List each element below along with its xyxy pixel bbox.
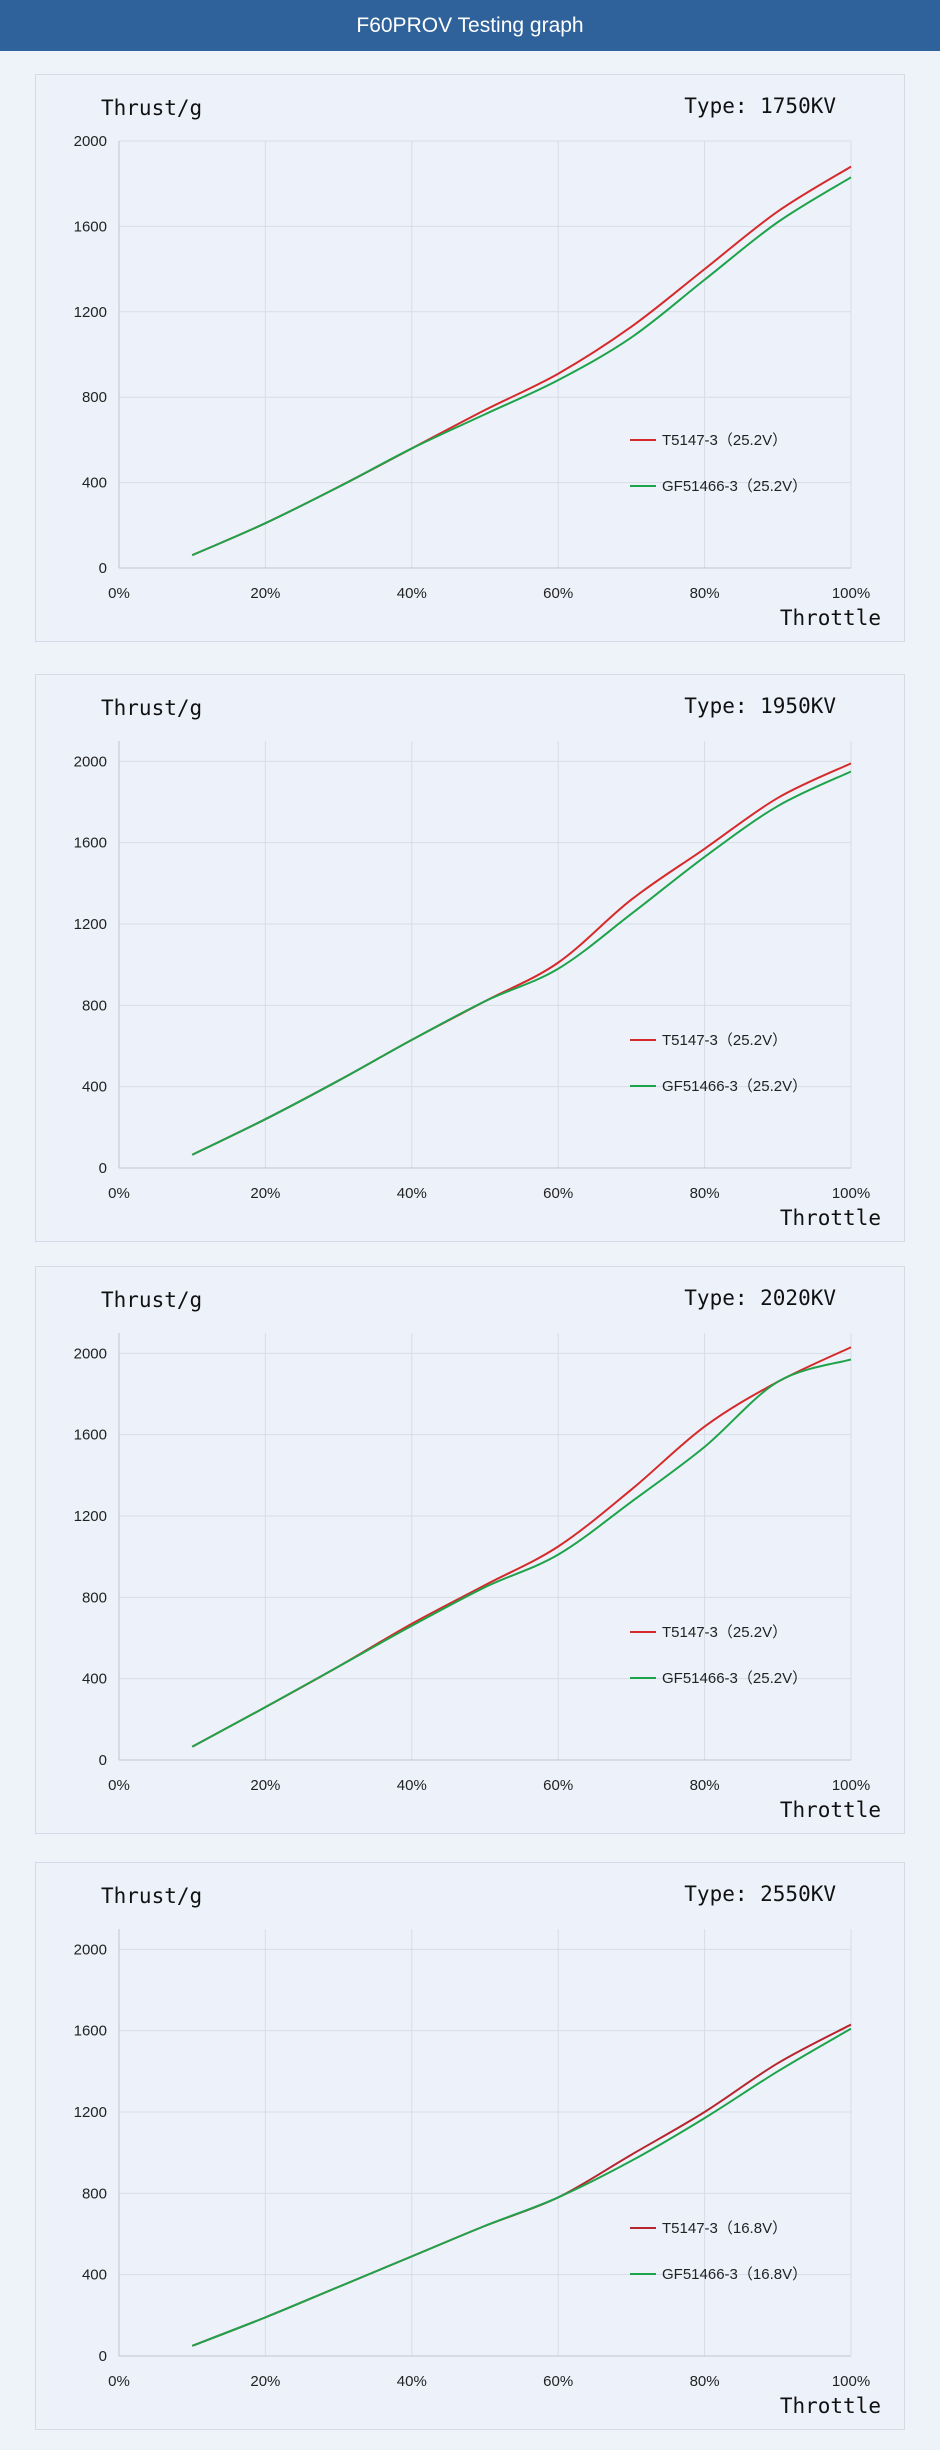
x-tick-label: 60% <box>543 585 573 602</box>
y-tick-label: 2000 <box>74 1941 107 1958</box>
x-tick-label: 0% <box>108 585 130 602</box>
x-tick-label: 0% <box>108 1777 130 1794</box>
chart-title: Type: 2020KV <box>684 1286 836 1310</box>
x-tick-label: 80% <box>690 2373 720 2390</box>
y-tick-label: 2000 <box>74 753 107 770</box>
x-tick-label: 40% <box>397 585 427 602</box>
x-tick-label: 20% <box>250 1777 280 1794</box>
y-tick-label: 1600 <box>74 835 107 852</box>
y-tick-label: 0 <box>99 2348 107 2365</box>
series-line-2 <box>191 2027 852 2347</box>
chart-title: Type: 1750KV <box>684 94 836 118</box>
y-tick-label: 800 <box>82 997 107 1014</box>
series-line-2 <box>191 1358 852 1748</box>
x-tick-label: 20% <box>250 2373 280 2390</box>
y-tick-label: 2000 <box>74 133 107 150</box>
y-tick-label: 400 <box>82 2267 107 2284</box>
y-tick-label: 800 <box>82 1589 107 1606</box>
chart-3: Thrust/g Type: 2020KV Throttle 0% 20% 40% 60% 8… <box>74 1286 881 1822</box>
legend-label: GF51466-3（25.2V） <box>662 1670 807 1687</box>
y-axis-label: Thrust/g <box>101 1288 202 1312</box>
y-tick-label: 2000 <box>74 1345 107 1362</box>
page-title: F60PROV Testing graph <box>356 13 584 37</box>
series-line-2 <box>191 770 852 1156</box>
legend-label: GF51466-3（16.8V） <box>662 2266 807 2283</box>
legend-label: T5147-3（25.2V） <box>662 1624 787 1641</box>
chart-4: Thrust/g Type: 2550KV Throttle 0% 20% 40% 60% 8… <box>74 1882 881 2418</box>
chart-title: Type: 2550KV <box>684 1882 836 1906</box>
y-tick-label: 1600 <box>74 218 107 235</box>
series-line-2 <box>191 176 852 557</box>
x-tick-label: 0% <box>108 2373 130 2390</box>
legend-label: GF51466-3（25.2V） <box>662 1078 807 1095</box>
y-tick-label: 400 <box>82 1079 107 1096</box>
x-tick-label: 100% <box>832 1185 870 1202</box>
chart-1: Thrust/g Type: 1750KV Throttle 0% 20% 40% 60% 8… <box>74 94 881 630</box>
y-tick-label: 1200 <box>74 304 107 321</box>
y-tick-label: 0 <box>99 1752 107 1769</box>
y-axis-label: Thrust/g <box>101 1884 202 1908</box>
y-tick-label: 1200 <box>74 2104 107 2121</box>
x-tick-label: 0% <box>108 1185 130 1202</box>
y-tick-label: 400 <box>82 475 107 492</box>
y-tick-label: 800 <box>82 2185 107 2202</box>
x-tick-label: 60% <box>543 1777 573 1794</box>
x-tick-label: 60% <box>543 2373 573 2390</box>
y-tick-label: 1600 <box>74 2023 107 2040</box>
y-tick-label: 1200 <box>74 916 107 933</box>
chart-panel-1: Thrust/g Type: 1750KV Throttle 0% 20% 40% 60% 8… <box>35 74 905 642</box>
x-tick-label: 40% <box>397 2373 427 2390</box>
x-axis-label: Throttle <box>780 606 881 630</box>
legend-label: T5147-3（25.2V） <box>662 432 787 449</box>
series-line-1 <box>191 2023 852 2347</box>
legend-label: T5147-3（25.2V） <box>662 1032 787 1049</box>
x-axis-label: Throttle <box>780 1206 881 1230</box>
y-tick-label: 1200 <box>74 1508 107 1525</box>
x-tick-label: 100% <box>832 1777 870 1794</box>
y-axis-label: Thrust/g <box>101 96 202 120</box>
chart-panel-4: Thrust/g Type: 2550KV Throttle 0% 20% 40% 60% 8… <box>35 1862 905 2430</box>
y-tick-label: 400 <box>82 1671 107 1688</box>
x-axis-label: Throttle <box>780 2394 881 2418</box>
y-tick-label: 800 <box>82 389 107 406</box>
series-line-1 <box>191 165 852 557</box>
x-tick-label: 100% <box>832 585 870 602</box>
chart-2: Thrust/g Type: 1950KV Throttle 0% 20% 40% 60% 8… <box>74 694 881 1230</box>
chart-panel-3: Thrust/g Type: 2020KV Throttle 0% 20% 40% 60% 8… <box>35 1266 905 1834</box>
x-tick-label: 20% <box>250 585 280 602</box>
x-tick-label: 80% <box>690 1185 720 1202</box>
x-tick-label: 80% <box>690 585 720 602</box>
y-tick-label: 0 <box>99 1160 107 1177</box>
legend-label: T5147-3（16.8V） <box>662 2220 787 2237</box>
x-tick-label: 40% <box>397 1185 427 1202</box>
x-tick-label: 40% <box>397 1777 427 1794</box>
y-tick-label: 1600 <box>74 1427 107 1444</box>
page-header: F60PROV Testing graph <box>0 0 940 51</box>
x-axis-label: Throttle <box>780 1798 881 1822</box>
y-tick-label: 0 <box>99 560 107 577</box>
x-tick-label: 20% <box>250 1185 280 1202</box>
y-axis-label: Thrust/g <box>101 696 202 720</box>
chart-panel-2: Thrust/g Type: 1950KV Throttle 0% 20% 40% 60% 8… <box>35 674 905 1242</box>
chart-title: Type: 1950KV <box>684 694 836 718</box>
legend-label: GF51466-3（25.2V） <box>662 478 807 495</box>
x-tick-label: 80% <box>690 1777 720 1794</box>
x-tick-label: 100% <box>832 2373 870 2390</box>
x-tick-label: 60% <box>543 1185 573 1202</box>
